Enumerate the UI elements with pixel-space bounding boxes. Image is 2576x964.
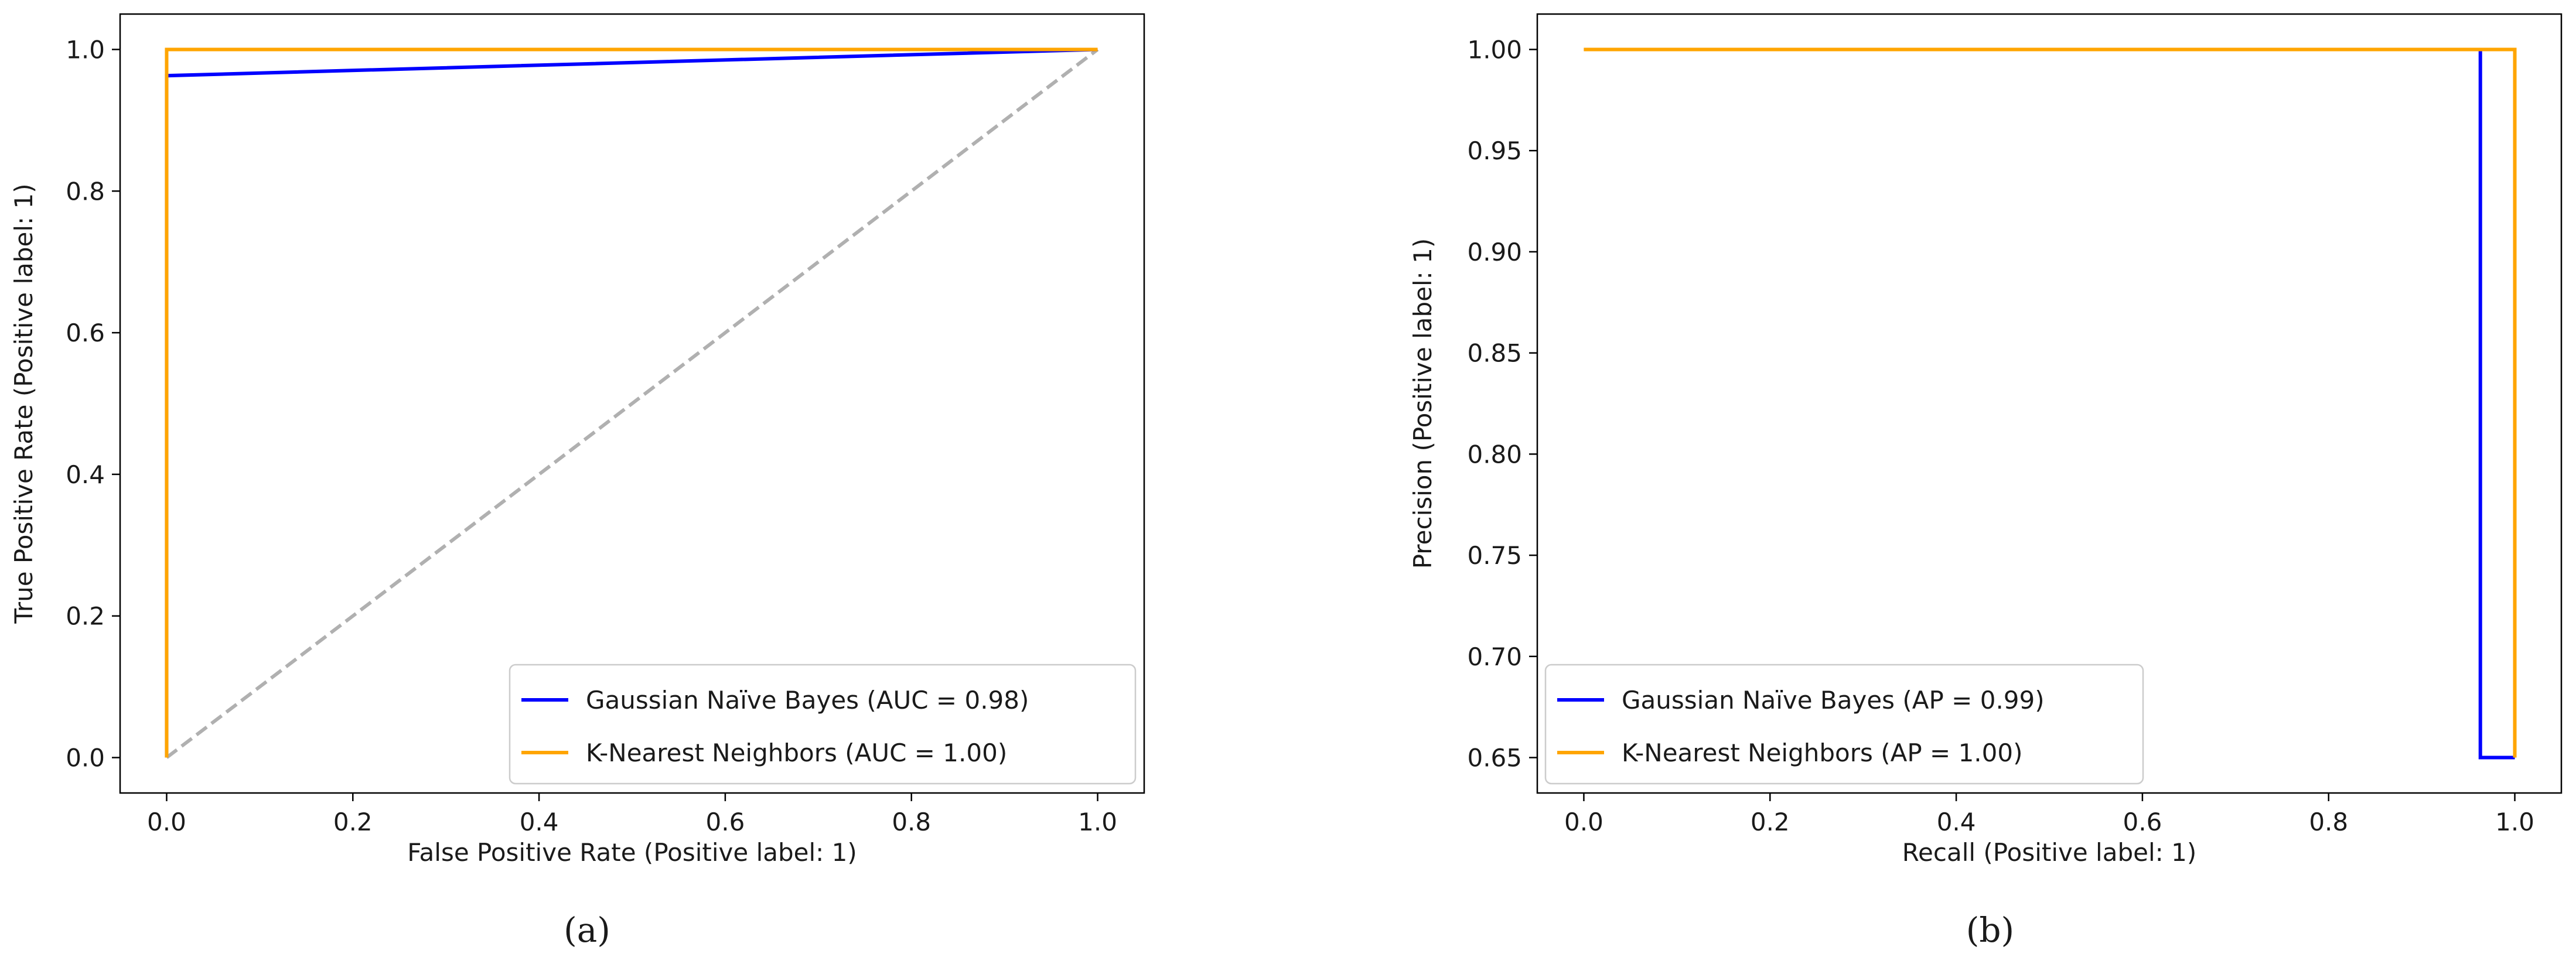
x-tick-label: 0.0	[1564, 808, 1603, 836]
y-tick-label: 0.0	[66, 744, 105, 772]
legend-label-1: K-Nearest Neighbors (AUC = 1.00)	[586, 739, 1007, 767]
x-tick-label: 0.8	[2309, 808, 2348, 836]
x-axis-label: False Positive Rate (Positive label: 1)	[407, 838, 857, 867]
x-axis-label: Recall (Positive label: 1)	[1902, 838, 2196, 867]
series-line-1	[165, 47, 1098, 758]
series-line-1	[1584, 47, 2517, 758]
x-tick-label: 0.0	[147, 808, 186, 836]
chance-reference-line	[165, 48, 1099, 759]
legend-box	[509, 664, 1137, 785]
legend: Gaussian Naïve Bayes (AP = 0.99) K-Neares…	[1544, 664, 2144, 785]
chart-1: 0.0 0.2 0.4 0.6 0.8 1.0 0.65 0.70 0.75 0.80 0.85 0.…	[1408, 13, 2563, 950]
y-tick-label: 1.0	[66, 35, 105, 64]
plot-frame	[119, 13, 1145, 794]
subfigure-caption: (b)	[1966, 910, 2014, 950]
y-tick-label: 0.75	[1467, 541, 1522, 570]
x-tick-label: 0.4	[1937, 808, 1976, 836]
x-tick-label: 0.4	[520, 808, 559, 836]
chart-0: 0.0 0.2 0.4 0.6 0.8 1.0 0.0 0.2 0.4 0.6 0.8 1.0 Fals…	[9, 13, 1145, 950]
plot-frame	[1536, 13, 2563, 794]
y-tick-label: 0.80	[1467, 440, 1522, 469]
x-tick-label: 0.8	[892, 808, 931, 836]
y-tick-label: 0.8	[66, 177, 105, 206]
x-tick-label: 0.6	[706, 808, 745, 836]
x-tick-label: 1.0	[1078, 808, 1117, 836]
x-tick-label: 1.0	[2495, 808, 2534, 836]
y-axis-label: True Positive Rate (Positive label: 1)	[9, 183, 38, 624]
y-tick-label: 0.6	[66, 319, 105, 347]
y-tick-label: 0.95	[1467, 136, 1522, 165]
legend: Gaussian Naïve Bayes (AUC = 0.98) K-Neare…	[509, 664, 1137, 785]
x-tick-label: 0.2	[333, 808, 373, 836]
y-tick-label: 0.85	[1467, 339, 1522, 368]
y-tick-label: 0.90	[1467, 238, 1522, 266]
y-tick-label: 0.65	[1467, 744, 1522, 772]
legend-box	[1544, 664, 2144, 785]
legend-label-0: Gaussian Naïve Bayes (AP = 0.99)	[1622, 686, 2045, 715]
y-tick-label: 0.4	[66, 460, 105, 489]
x-tick-label: 0.6	[2123, 808, 2162, 836]
legend-label-0: Gaussian Naïve Bayes (AUC = 0.98)	[586, 686, 1029, 715]
x-tick-label: 0.2	[1751, 808, 1790, 836]
legend-label-1: K-Nearest Neighbors (AP = 1.00)	[1622, 739, 2022, 767]
y-tick-label: 0.70	[1467, 642, 1522, 671]
series-line-0	[1584, 47, 2515, 760]
y-tick-label: 1.00	[1467, 35, 1522, 64]
y-tick-label: 0.2	[66, 602, 105, 631]
subfigure-caption: (a)	[564, 910, 610, 950]
y-axis-label: Precision (Positive label: 1)	[1408, 238, 1437, 569]
